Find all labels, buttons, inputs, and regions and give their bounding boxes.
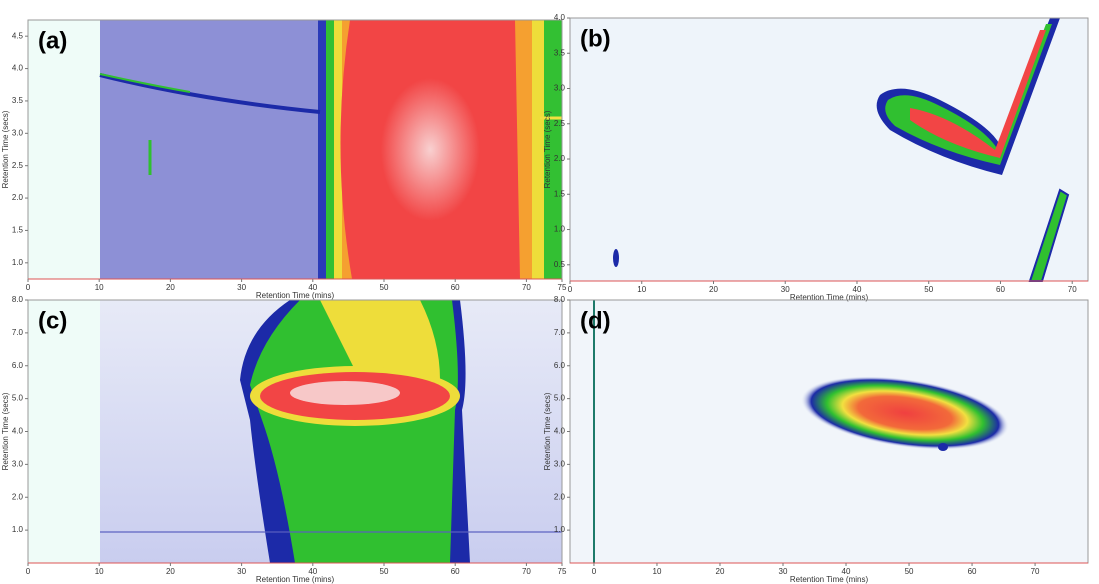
y-tick-label: 8.0 <box>554 295 566 304</box>
y-tick-label: 1.0 <box>12 525 24 534</box>
x-tick-label: 20 <box>166 283 175 292</box>
y-tick-label: 2.0 <box>12 193 24 202</box>
y-tick-label: 3.0 <box>12 128 24 137</box>
y-tick-label: 3.5 <box>554 48 566 57</box>
x-axis-label: Retention Time (mins) <box>256 291 335 300</box>
y-tick-label: 1.0 <box>554 525 566 534</box>
x-tick-label: 0 <box>568 285 573 294</box>
x-tick-label: 60 <box>451 567 460 576</box>
y-axis-label: Retention Time (secs) <box>543 392 552 470</box>
y-tick-label: 2.5 <box>554 119 566 128</box>
y-tick-label: 7.0 <box>554 328 566 337</box>
x-tick-label: 30 <box>781 285 790 294</box>
x-tick-label: 30 <box>779 567 788 576</box>
x-tick-label: 20 <box>709 285 718 294</box>
y-axis-label: Retention Time (secs) <box>1 392 10 470</box>
x-tick-label: 10 <box>637 285 646 294</box>
panel-label: (d) <box>580 307 611 334</box>
x-tick-label: 50 <box>905 567 914 576</box>
panel-d-image <box>570 300 1088 563</box>
x-tick-label: 20 <box>716 567 725 576</box>
y-axis-label: Retention Time (secs) <box>543 110 552 188</box>
x-tick-label: 0 <box>592 567 597 576</box>
y-tick-label: 3.5 <box>12 96 24 105</box>
panel-label: (b) <box>580 25 611 52</box>
panel-c-image <box>28 300 562 563</box>
figure: 1.01.52.02.53.03.54.04.50102030405060707… <box>0 0 1099 584</box>
panel-label: (a) <box>38 27 67 54</box>
y-tick-label: 2.0 <box>12 492 24 501</box>
y-tick-label: 4.5 <box>12 31 24 40</box>
x-tick-label: 75 <box>558 567 567 576</box>
x-tick-label: 0 <box>26 283 31 292</box>
panel-a-image <box>28 20 562 279</box>
x-tick-label: 10 <box>653 567 662 576</box>
x-tick-label: 30 <box>237 567 246 576</box>
panel-label: (c) <box>38 307 67 334</box>
y-axis-label: Retention Time (secs) <box>1 110 10 188</box>
x-axis-label: Retention Time (mins) <box>790 293 869 302</box>
x-tick-label: 50 <box>924 285 933 294</box>
y-tick-label: 0.5 <box>554 260 566 269</box>
y-tick-label: 3.0 <box>554 459 566 468</box>
x-axis-label: Retention Time (mins) <box>790 575 869 584</box>
y-tick-label: 8.0 <box>12 295 24 304</box>
y-tick-label: 4.0 <box>554 13 566 22</box>
x-tick-label: 10 <box>95 283 104 292</box>
y-tick-label: 3.0 <box>554 84 566 93</box>
y-tick-label: 4.0 <box>554 427 566 436</box>
y-tick-label: 1.0 <box>12 258 24 267</box>
x-tick-label: 70 <box>1031 567 1040 576</box>
y-tick-label: 5.0 <box>554 394 566 403</box>
y-tick-label: 1.5 <box>554 189 566 198</box>
y-tick-label: 6.0 <box>554 361 566 370</box>
x-tick-label: 60 <box>996 285 1005 294</box>
y-tick-label: 7.0 <box>12 328 24 337</box>
y-tick-label: 6.0 <box>12 361 24 370</box>
x-tick-label: 60 <box>968 567 977 576</box>
panel-b-image <box>570 18 1088 281</box>
x-tick-label: 30 <box>237 283 246 292</box>
x-tick-label: 20 <box>166 567 175 576</box>
x-tick-label: 75 <box>558 283 567 292</box>
y-tick-label: 2.0 <box>554 154 566 163</box>
y-tick-label: 3.0 <box>12 459 24 468</box>
x-tick-label: 50 <box>380 567 389 576</box>
y-tick-label: 4.0 <box>12 64 24 73</box>
y-tick-label: 1.0 <box>554 225 566 234</box>
x-tick-label: 60 <box>451 283 460 292</box>
x-tick-label: 0 <box>26 567 31 576</box>
y-tick-label: 2.0 <box>554 492 566 501</box>
x-tick-label: 70 <box>522 567 531 576</box>
y-tick-label: 2.5 <box>12 161 24 170</box>
x-axis-label: Retention Time (mins) <box>256 575 335 584</box>
x-tick-label: 10 <box>95 567 104 576</box>
y-tick-label: 4.0 <box>12 427 24 436</box>
x-tick-label: 70 <box>1068 285 1077 294</box>
x-tick-label: 70 <box>522 283 531 292</box>
y-tick-label: 5.0 <box>12 394 24 403</box>
y-tick-label: 1.5 <box>12 226 24 235</box>
x-tick-label: 50 <box>380 283 389 292</box>
